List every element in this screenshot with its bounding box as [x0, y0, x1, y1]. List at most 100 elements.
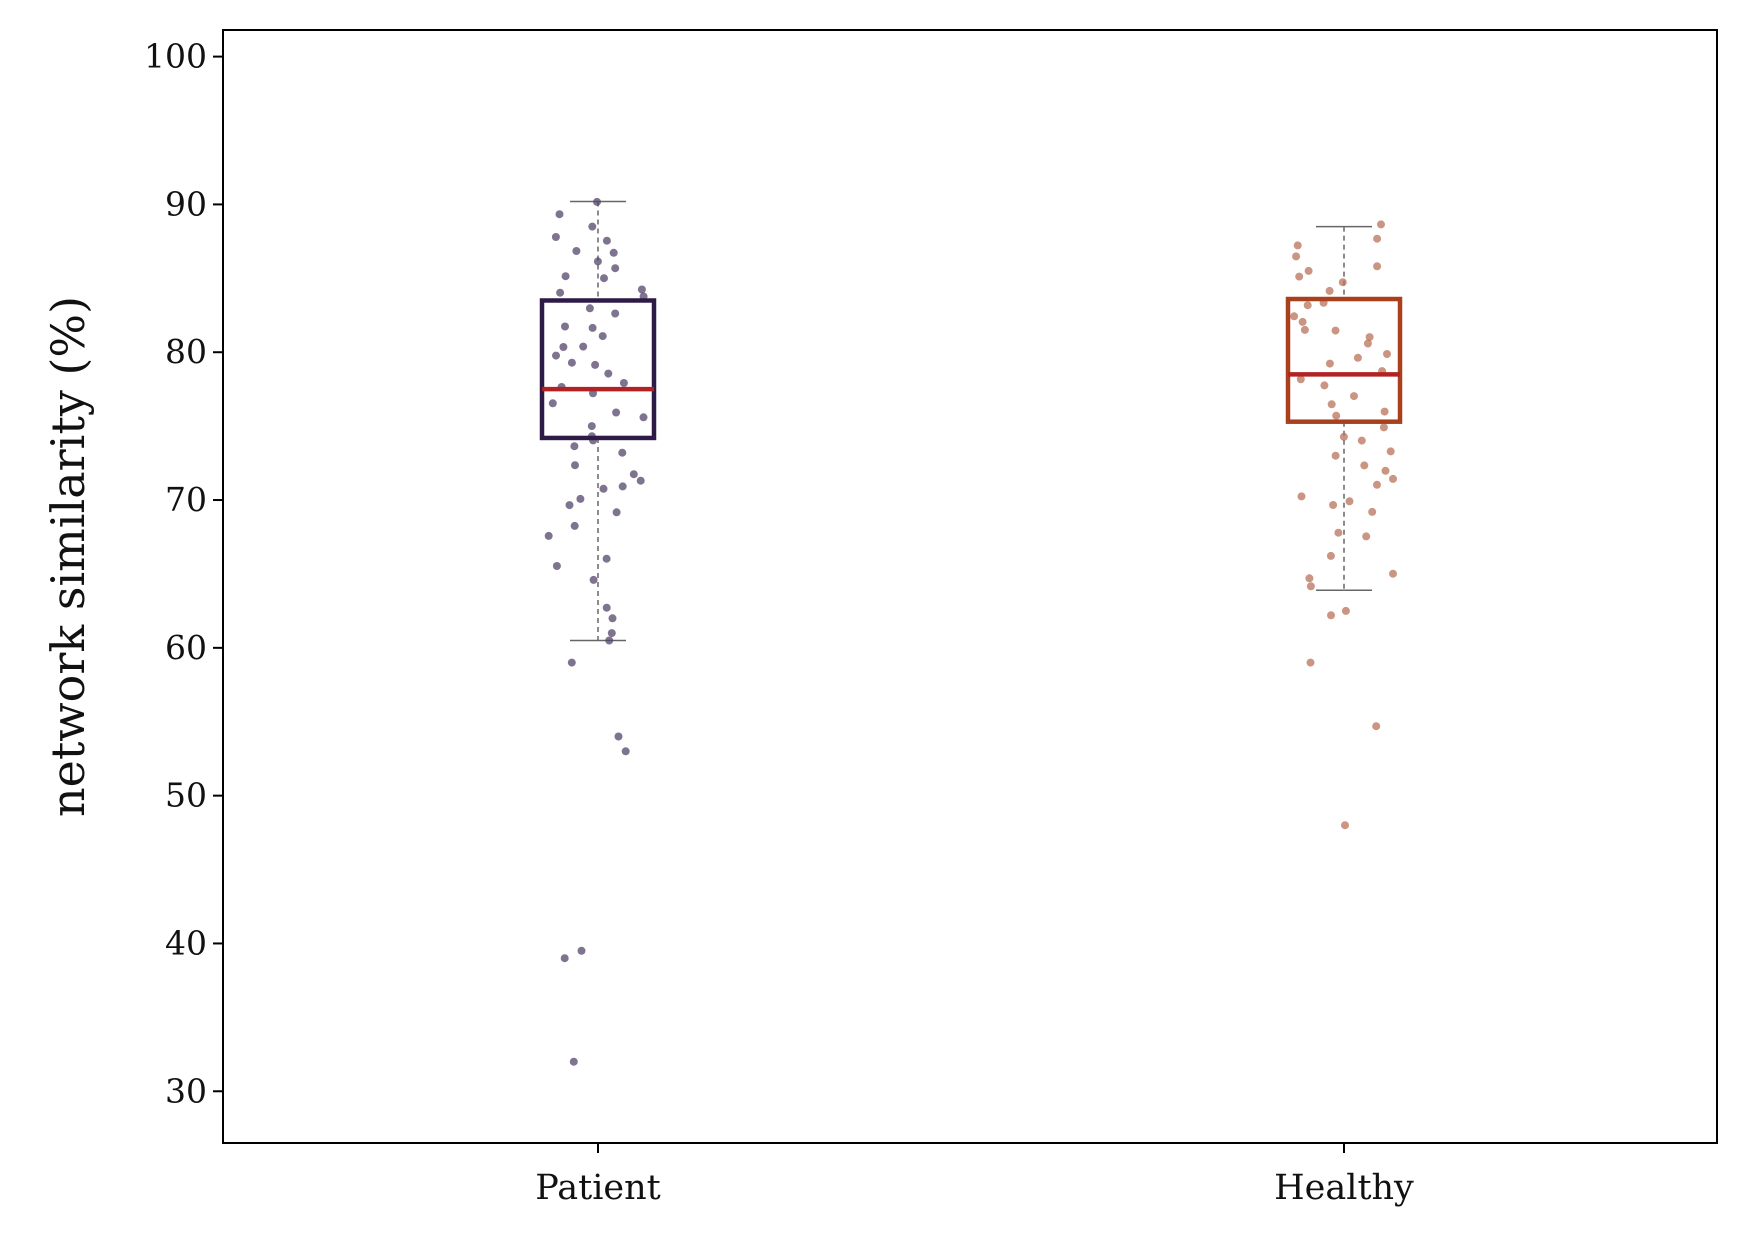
x-axis: Patient Healthy — [535, 1143, 1414, 1208]
data-point — [1350, 392, 1358, 401]
data-point — [555, 210, 564, 219]
data-point — [1295, 272, 1304, 281]
data-point — [565, 501, 574, 510]
data-point — [1306, 582, 1315, 591]
outlier-point — [1306, 658, 1315, 667]
data-point — [556, 288, 565, 297]
data-point — [618, 448, 627, 457]
data-point — [602, 554, 611, 563]
data-point — [612, 508, 621, 517]
data-point — [1297, 492, 1306, 501]
data-point — [619, 379, 628, 387]
data-point — [599, 484, 608, 493]
data-point — [636, 476, 645, 485]
data-point — [1353, 353, 1362, 362]
data-point — [1386, 447, 1395, 456]
y-tick-label: 30 — [165, 1071, 207, 1110]
data-point — [1300, 325, 1309, 334]
data-point — [1363, 339, 1372, 348]
data-point — [1327, 400, 1336, 409]
outlier-point — [1341, 606, 1350, 615]
y-axis: 30 40 50 60 70 80 90 100 — [144, 37, 223, 1110]
data-point — [552, 351, 560, 360]
data-point — [561, 272, 570, 281]
data-point — [1345, 497, 1354, 506]
data-point — [612, 408, 621, 417]
outlier-point — [605, 636, 614, 645]
y-tick-label: 80 — [165, 332, 207, 371]
y-tick-label: 90 — [165, 184, 207, 223]
data-point — [1296, 375, 1305, 384]
data-point — [589, 575, 598, 584]
outlier-point — [614, 732, 623, 741]
y-tick-label: 60 — [165, 628, 207, 667]
data-point — [1379, 423, 1388, 432]
data-point — [587, 422, 596, 431]
data-point — [609, 248, 618, 257]
data-point — [1290, 312, 1299, 321]
outlier-point — [569, 1057, 578, 1066]
data-point — [598, 332, 607, 341]
data-point — [1334, 528, 1343, 537]
series-patient — [539, 197, 657, 1066]
data-point — [593, 257, 602, 266]
outlier-point — [560, 954, 569, 963]
data-point — [591, 360, 600, 369]
data-point — [611, 309, 620, 318]
series-healthy — [1285, 220, 1403, 830]
x-tick-label: Healthy — [1274, 1168, 1414, 1208]
data-point — [600, 274, 608, 283]
data-point — [552, 562, 561, 570]
data-point — [1373, 234, 1382, 243]
axes-frame — [222, 29, 1718, 1144]
data-point — [1293, 241, 1302, 250]
data-point — [1368, 507, 1377, 516]
data-point — [1380, 407, 1389, 416]
outlier-point — [621, 747, 630, 756]
data-point — [544, 531, 553, 540]
data-point — [604, 369, 613, 378]
data-point — [1362, 532, 1371, 541]
data-point — [1373, 262, 1382, 271]
data-point — [1298, 317, 1307, 326]
data-point — [572, 247, 581, 255]
data-point — [1381, 466, 1390, 475]
data-point — [1329, 501, 1338, 509]
data-point — [551, 233, 560, 241]
box — [539, 298, 657, 441]
data-point — [548, 399, 557, 408]
data-point — [1325, 286, 1334, 295]
y-tick-label: 40 — [165, 923, 207, 962]
outlier-point — [577, 946, 586, 955]
data-point — [602, 603, 611, 612]
data-point — [1383, 350, 1391, 358]
data-point — [1326, 551, 1335, 560]
y-tick-label: 50 — [165, 776, 207, 815]
data-point — [1357, 436, 1366, 445]
data-point — [1377, 220, 1385, 229]
data-point — [1373, 480, 1381, 489]
data-point — [576, 494, 585, 503]
outlier-point — [607, 629, 616, 638]
data-point — [559, 343, 568, 351]
data-point — [1331, 451, 1340, 460]
data-point — [1365, 333, 1374, 342]
outlier-point — [1341, 821, 1349, 830]
data-point — [593, 197, 601, 206]
series-layer — [539, 197, 1403, 1066]
data-point — [1304, 266, 1313, 275]
data-point — [588, 323, 597, 332]
data-point — [570, 521, 579, 530]
data-point — [1360, 461, 1369, 470]
y-tick-label: 70 — [165, 480, 207, 519]
data-point — [1331, 326, 1340, 335]
data-point — [1325, 359, 1334, 368]
y-axis-label: network similarity (%) — [41, 296, 95, 817]
data-point — [567, 358, 576, 367]
data-point — [611, 264, 620, 273]
data-point — [588, 222, 597, 231]
x-tick-label: Patient — [535, 1168, 660, 1208]
y-tick-label: 100 — [144, 37, 207, 76]
outlier-point — [608, 614, 617, 623]
